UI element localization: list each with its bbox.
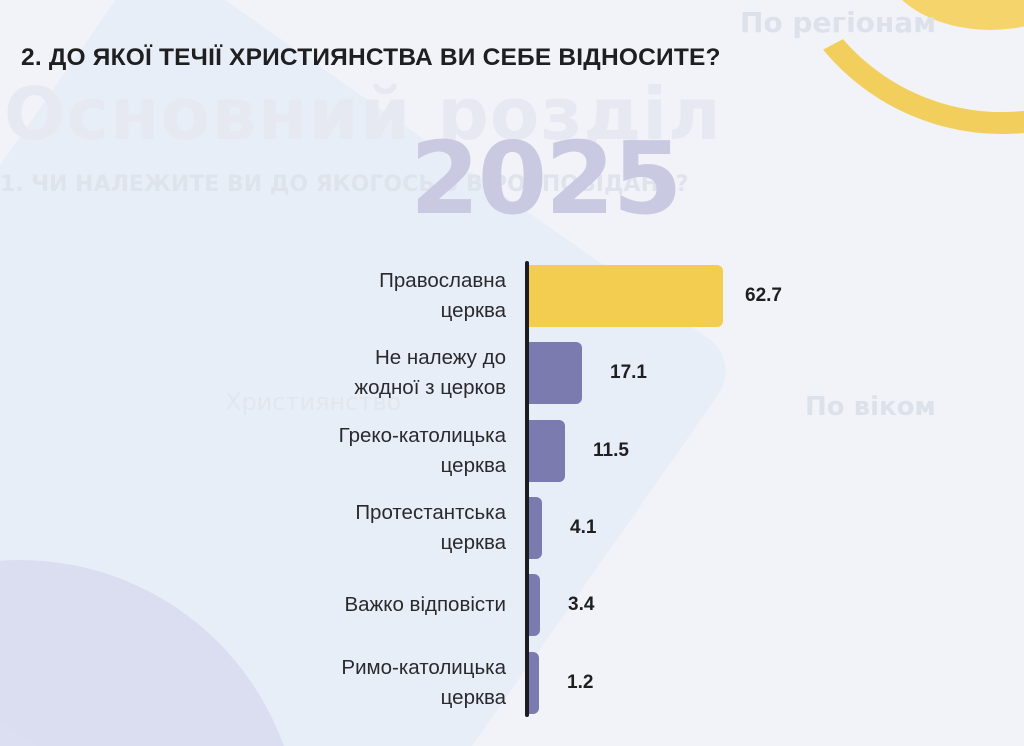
value-label: 11.5: [593, 440, 629, 461]
category-label: Православна церква: [246, 266, 506, 326]
y-axis-line: [525, 261, 529, 717]
ghost-text-question: 1. ЧИ НАЛЕЖИТЕ ВИ ДО ЯКОГОСЬ З ВІРОСПОВІ…: [0, 172, 689, 197]
bar: [529, 574, 540, 636]
category-label-line: церква: [440, 299, 506, 322]
bar: [529, 342, 582, 404]
category-label-line: церква: [440, 686, 506, 709]
category-label-line: Православна: [379, 269, 506, 292]
ghost-text-section: Основний розділ: [4, 72, 722, 156]
chart-row: Важко відповісти 3.4: [0, 574, 1024, 636]
ghost-text-christianity: Християнство: [225, 388, 402, 416]
chart-row: Не належу до жодної з церков 17.1: [0, 342, 1024, 404]
category-label-line: церква: [440, 454, 506, 477]
value-label: 62.7: [745, 285, 782, 306]
category-label: Греко-католицька церква: [246, 421, 506, 481]
category-label-line: Протестантська: [355, 501, 506, 524]
bar: [529, 497, 542, 559]
chart-row: Протестантська церква 4.1: [0, 497, 1024, 559]
category-label: Важко відповісти: [246, 590, 506, 620]
value-label: 1.2: [567, 672, 594, 693]
value-label: 4.1: [570, 517, 597, 538]
bar: [529, 652, 539, 714]
category-label-line: Важко відповісти: [344, 593, 506, 616]
category-label-line: Римо-католицька: [341, 656, 506, 679]
ghost-text-region: По регіонам: [740, 6, 937, 39]
category-label-line: Не належу до: [374, 346, 506, 369]
value-label: 17.1: [610, 362, 647, 383]
category-label: Римо-католицька церква: [246, 653, 506, 713]
ghost-text-year: 2025: [410, 120, 682, 237]
category-label-line: Греко-католицька: [338, 424, 506, 447]
category-label-line: церква: [440, 531, 506, 554]
category-label: Не належу до жодної з церков: [246, 343, 506, 403]
bar: [529, 420, 565, 482]
value-label: 3.4: [568, 594, 595, 615]
chart-row: Греко-католицька церква 11.5: [0, 420, 1024, 482]
chart-title: 2. ДО ЯКОЇ ТЕЧІЇ ХРИСТИЯНСТВА ВИ СЕБЕ ВІ…: [21, 44, 721, 71]
chart-row: Православна церква 62.7: [0, 265, 1024, 327]
bar: [529, 265, 723, 327]
category-label: Протестантська церква: [246, 498, 506, 558]
ghost-text-age: По віком: [805, 392, 936, 422]
category-label-line: жодної з церков: [354, 376, 506, 399]
chart-row: Римо-католицька церква 1.2: [0, 652, 1024, 714]
